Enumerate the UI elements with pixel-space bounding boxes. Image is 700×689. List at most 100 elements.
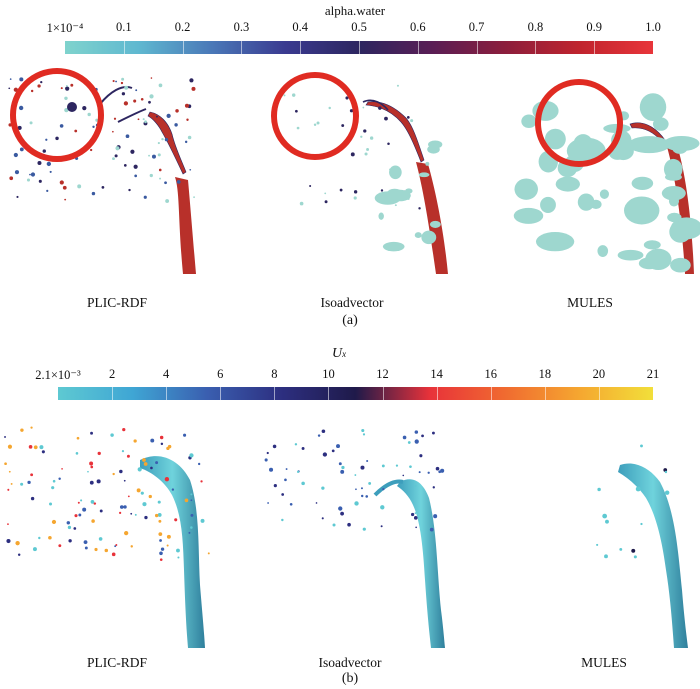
droplet <box>283 94 286 97</box>
colorbar-tick-label: 18 <box>538 367 552 381</box>
droplet <box>59 124 64 128</box>
colorbar-a-title: alpha.water <box>324 3 386 18</box>
droplet <box>197 462 201 466</box>
droplet <box>349 109 354 113</box>
droplet <box>432 486 435 489</box>
panel-b-isoadvector <box>264 428 445 648</box>
droplet <box>670 257 691 273</box>
droplet <box>597 487 601 492</box>
droplet <box>355 488 357 491</box>
droplet <box>380 505 385 510</box>
droplet <box>362 527 366 531</box>
droplet <box>339 188 343 192</box>
droplets <box>264 428 445 532</box>
droplet <box>661 185 686 201</box>
droplet <box>321 486 325 490</box>
droplet <box>628 136 670 154</box>
droplet <box>638 257 660 270</box>
droplet <box>166 544 169 547</box>
panel-b-mules <box>596 444 688 648</box>
droplet <box>150 77 153 79</box>
droplet <box>83 540 88 545</box>
droplet <box>414 512 417 515</box>
droplet <box>157 153 161 157</box>
droplet <box>171 488 175 491</box>
droplet <box>112 472 115 476</box>
droplet <box>160 547 165 551</box>
droplet <box>200 518 205 523</box>
droplet <box>409 465 412 468</box>
droplet <box>338 462 342 466</box>
droplets <box>596 444 670 559</box>
droplet <box>114 545 117 548</box>
droplet <box>95 118 99 122</box>
droplet <box>143 195 147 199</box>
droplet <box>184 103 189 108</box>
droplet <box>350 152 355 157</box>
droplet <box>597 245 609 257</box>
droplet <box>64 96 68 101</box>
colorbar-tick-mark <box>598 387 600 400</box>
droplet <box>101 186 105 189</box>
droplet <box>177 556 180 559</box>
droplet <box>137 467 142 472</box>
droplet <box>328 106 331 110</box>
droplet <box>640 444 643 448</box>
colorbar-tick-label: 16 <box>484 367 497 381</box>
colorbar-tick-label: 1.0 <box>645 20 661 34</box>
droplet <box>402 435 407 440</box>
panel-a-plic-rdf <box>8 68 196 274</box>
droplet <box>120 81 124 85</box>
droplet <box>30 172 36 177</box>
droplet <box>119 505 124 509</box>
droplet <box>130 545 133 548</box>
droplet <box>39 445 44 450</box>
droplet <box>8 87 11 90</box>
droplet <box>159 539 162 542</box>
colorbar-tick-label: 8 <box>271 367 278 381</box>
droplet <box>273 484 277 488</box>
droplet <box>51 486 55 490</box>
droplet <box>90 465 94 469</box>
droplet <box>59 180 64 185</box>
liquid-jet <box>397 479 445 648</box>
colorbar-tick-mark <box>112 387 114 400</box>
droplet <box>148 100 151 104</box>
droplet <box>402 474 405 477</box>
colorbar-b-title-sub: x <box>342 349 347 359</box>
droplet <box>269 467 274 472</box>
droplet <box>155 461 159 465</box>
droplet <box>130 149 135 154</box>
droplet <box>341 124 345 127</box>
droplet <box>389 165 402 180</box>
droplet <box>115 80 117 83</box>
droplet <box>99 509 103 513</box>
liquid-ligament <box>365 101 425 163</box>
droplet <box>317 434 321 437</box>
droplet <box>52 479 56 483</box>
droplet <box>10 482 13 485</box>
droplet <box>382 487 385 491</box>
droplet <box>46 189 49 192</box>
droplet <box>130 512 133 515</box>
colorbar-tick-label: 0.2 <box>174 20 191 34</box>
droplet <box>4 436 6 438</box>
droplet <box>112 157 115 161</box>
droplet <box>164 477 170 482</box>
droplet <box>37 84 41 88</box>
droplet <box>664 470 668 474</box>
colorbar-tick-label: 2.1×10⁻³ <box>35 368 81 382</box>
colorbar-tick-mark <box>182 41 184 54</box>
droplet <box>617 249 644 261</box>
liquid-ligament <box>147 111 187 175</box>
droplet <box>149 94 154 99</box>
droplet <box>40 81 43 84</box>
droplet <box>87 470 89 473</box>
droplet <box>289 502 293 506</box>
droplet <box>18 105 24 111</box>
droplet <box>413 516 418 520</box>
droplet <box>137 118 140 121</box>
droplet <box>284 478 287 482</box>
droplet <box>154 513 159 518</box>
droplet <box>338 506 343 511</box>
